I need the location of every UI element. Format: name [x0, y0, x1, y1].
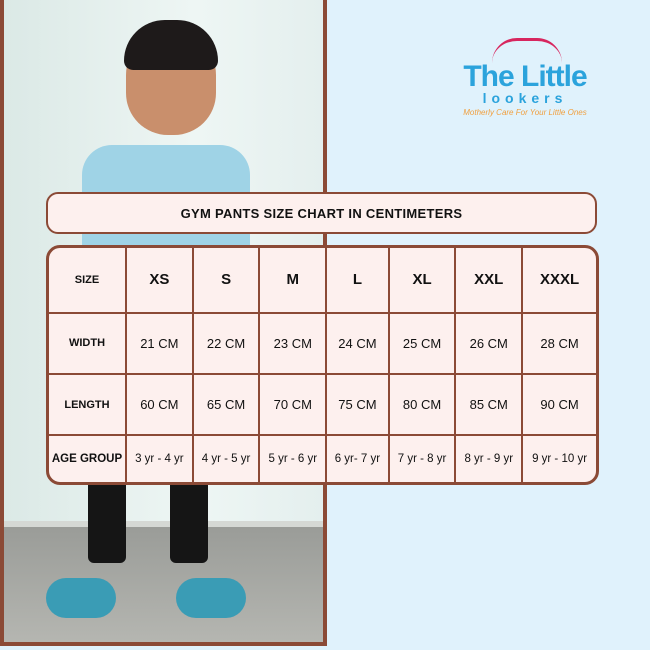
logo-name-line1: The Little — [463, 60, 587, 93]
hanger-icon — [492, 38, 562, 63]
table-cell: 6 yr- 7 yr — [325, 434, 390, 482]
kid-legs — [88, 483, 208, 563]
row-label: WIDTH — [49, 311, 127, 375]
table-cell: 8 yr - 9 yr — [454, 434, 524, 482]
table-cell: 28 CM — [521, 311, 596, 375]
table-cell: 25 CM — [387, 311, 457, 375]
wall-skirting — [4, 521, 323, 527]
table-row-length: LENGTH 60 CM 65 CM 70 CM 75 CM 80 CM 85 … — [49, 372, 596, 437]
table-cell: 80 CM — [387, 372, 457, 437]
table-cell: 3 yr - 4 yr — [125, 434, 194, 482]
table-cell: 5 yr - 6 yr — [258, 434, 328, 482]
row-label: AGE GROUP — [49, 434, 127, 482]
logo-name-line2: lookers — [482, 90, 568, 106]
header-cell: M — [258, 248, 328, 314]
table-row-age-group: AGE GROUP 3 yr - 4 yr 4 yr - 5 yr 5 yr -… — [49, 434, 596, 482]
table-cell: 9 yr - 10 yr — [521, 434, 596, 482]
leg — [88, 483, 126, 563]
header-cell: XL — [387, 248, 457, 314]
header-cell: L — [325, 248, 390, 314]
table-cell: 23 CM — [258, 311, 328, 375]
table-row-width: WIDTH 21 CM 22 CM 23 CM 24 CM 25 CM 26 C… — [49, 311, 596, 375]
header-cell: XXXL — [521, 248, 596, 314]
table-cell: 65 CM — [191, 372, 261, 437]
table-cell: 7 yr - 8 yr — [387, 434, 457, 482]
sandal — [176, 578, 246, 618]
table-cell: 75 CM — [325, 372, 390, 437]
size-chart-table: SIZE XS S M L XL XXL XXXL WIDTH 21 CM 22… — [46, 245, 599, 485]
table-cell: 26 CM — [454, 311, 524, 375]
table-cell: 60 CM — [125, 372, 194, 437]
chart-title: GYM PANTS SIZE CHART IN CENTIMETERS — [46, 192, 597, 234]
kid-hair — [124, 20, 218, 70]
table-cell: 70 CM — [258, 372, 328, 437]
header-cell: SIZE — [49, 248, 127, 314]
table-cell: 24 CM — [325, 311, 390, 375]
leg — [170, 483, 208, 563]
sandal — [46, 578, 116, 618]
table-cell: 22 CM — [191, 311, 261, 375]
header-cell: XXL — [454, 248, 524, 314]
table-cell: 85 CM — [454, 372, 524, 437]
logo-tagline: Motherly Care For Your Little Ones — [463, 108, 587, 117]
row-label: LENGTH — [49, 372, 127, 437]
header-cell: XS — [125, 248, 194, 314]
header-cell: S — [191, 248, 261, 314]
table-cell: 4 yr - 5 yr — [191, 434, 261, 482]
table-header-row: SIZE XS S M L XL XXL XXXL — [49, 248, 596, 314]
brand-logo: The Little lookers Motherly Care For You… — [450, 20, 600, 117]
table-cell: 90 CM — [521, 372, 596, 437]
table-cell: 21 CM — [125, 311, 194, 375]
